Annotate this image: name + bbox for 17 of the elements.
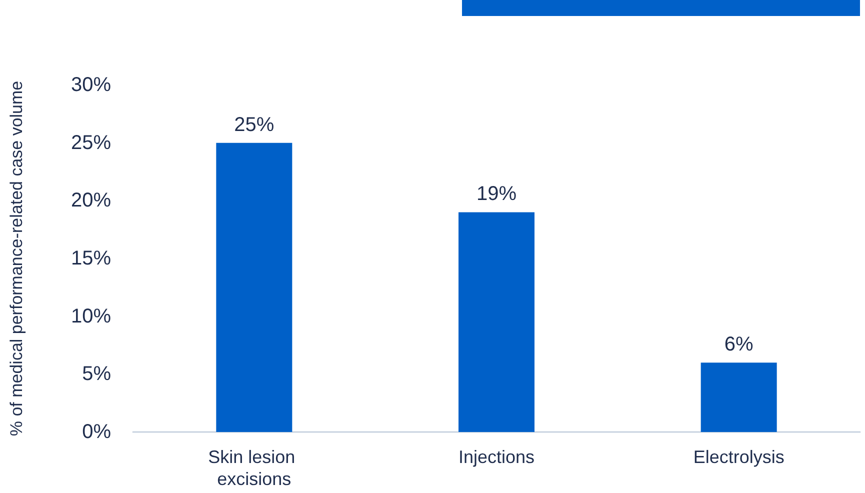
bar	[700, 362, 777, 432]
data-label: 25%	[234, 114, 274, 136]
x-tick-label: Skin lesion excisions	[208, 447, 300, 489]
bar	[216, 142, 292, 432]
y-tick-label: 30%	[70, 74, 112, 96]
y-tick-label: 20%	[70, 190, 112, 212]
y-tick-label: 0%	[82, 421, 112, 443]
y-tick-label: 15%	[70, 248, 112, 270]
y-tick-label: 5%	[82, 363, 112, 386]
data-label: 19%	[476, 183, 517, 206]
bar	[458, 212, 534, 432]
x-tick-label: Electrolysis	[693, 447, 784, 467]
y-tick-label: 10%	[70, 305, 112, 328]
y-tick-label: 25%	[70, 132, 112, 154]
data-label: 6%	[724, 334, 754, 356]
y-axis-title: % of medical performance-related case volume	[7, 80, 26, 436]
x-tick-label: Injections	[458, 447, 535, 467]
